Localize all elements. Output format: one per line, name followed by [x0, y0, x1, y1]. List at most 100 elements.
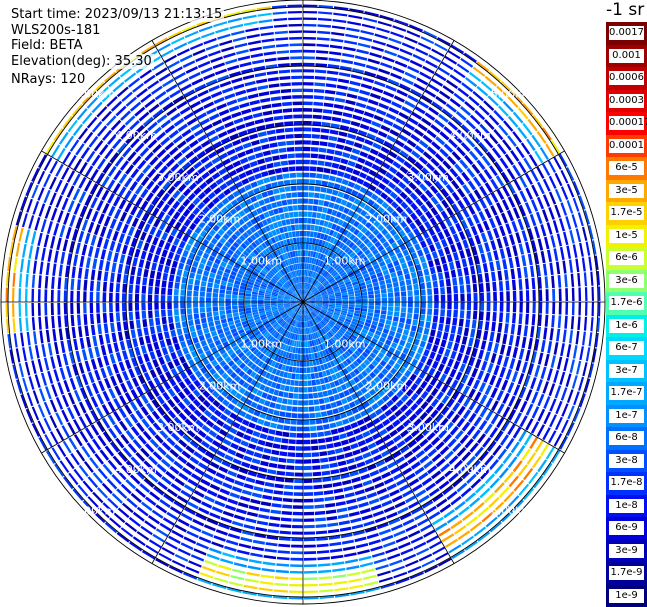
range-gate-cell [260, 460, 269, 467]
range-gate-cell [327, 310, 334, 314]
range-gate-cell [243, 483, 254, 490]
range-gate-cell [322, 304, 329, 306]
range-gate-cell [419, 314, 426, 321]
range-gate-cell [547, 159, 556, 173]
range-gate-cell [263, 386, 271, 393]
range-gate-cell [113, 342, 120, 353]
range-gate-cell [372, 202, 380, 210]
range-gate-cell [552, 220, 559, 234]
range-gate-cell [341, 221, 348, 228]
range-gate-cell [262, 561, 276, 566]
range-gate-cell [107, 401, 116, 412]
range-gate-cell [362, 479, 373, 487]
range-gate-cell [334, 310, 341, 314]
range-gate-cell [269, 374, 275, 381]
range-gate-cell [407, 307, 413, 314]
range-gate-cell [316, 274, 321, 280]
range-gate-cell [92, 335, 98, 347]
range-gate-cell [566, 245, 572, 259]
range-gate-cell [363, 17, 378, 23]
range-gate-cell [489, 261, 495, 272]
range-gate-cell [300, 321, 302, 328]
range-gate-cell [457, 188, 466, 198]
range-gate-cell [540, 443, 550, 457]
range-gate-cell [134, 469, 145, 480]
range-gate-cell [333, 488, 344, 494]
range-gate-cell [449, 368, 457, 378]
range-gate-cell [432, 315, 439, 323]
range-gate-cell [354, 247, 361, 254]
range-gate-cell [315, 345, 319, 352]
range-gate-cell [369, 327, 376, 334]
range-gate-cell [128, 516, 141, 527]
range-gate-cell [399, 150, 409, 159]
range-gate-cell [148, 286, 153, 295]
range-gate-cell [283, 330, 289, 337]
range-gate-cell [163, 381, 171, 391]
range-gate-cell [350, 175, 358, 182]
range-gate-cell [316, 166, 324, 173]
range-gate-cell [320, 233, 325, 240]
range-gate-cell [545, 302, 549, 314]
range-gate-cell [355, 543, 369, 549]
range-gate-cell [356, 250, 364, 257]
range-gate-cell [292, 525, 303, 529]
range-gate-cell [136, 506, 149, 517]
range-gate-cell [328, 307, 335, 311]
range-gate-cell [393, 362, 401, 371]
range-gate-cell [359, 172, 368, 179]
range-gate-cell [52, 329, 57, 342]
range-gate-cell [322, 174, 330, 180]
range-gate-cell [260, 501, 272, 507]
range-gate-cell [94, 247, 100, 259]
range-gate-cell [50, 356, 56, 369]
range-gate-cell [317, 160, 325, 166]
range-gate-cell [364, 249, 371, 256]
range-gate-cell [439, 503, 452, 513]
range-gate-cell [531, 391, 539, 404]
range-gate-cell [259, 433, 268, 440]
range-gate-cell [512, 207, 520, 219]
range-gate-cell [286, 405, 292, 412]
range-gate-cell [556, 328, 561, 342]
range-gate-cell [97, 213, 105, 225]
range-gate-cell [106, 250, 113, 262]
range-gate-cell [136, 422, 145, 433]
range-gate-cell [384, 232, 392, 240]
range-gate-cell [336, 507, 348, 513]
range-gate-cell [414, 466, 425, 476]
range-gate-cell [437, 231, 445, 241]
range-gate-cell [478, 141, 489, 153]
range-gate-cell [503, 471, 515, 483]
range-gate-cell [297, 354, 301, 361]
range-gate-cell [422, 230, 430, 239]
range-gate-cell [328, 229, 335, 236]
range-gate-cell [343, 332, 351, 339]
range-gate-cell [403, 226, 412, 234]
range-gate-cell [260, 574, 275, 579]
range-gate-cell [480, 80, 493, 92]
range-gate-cell [172, 190, 181, 199]
range-gate-cell [273, 375, 279, 382]
range-gate-cell [238, 425, 247, 432]
range-gate-cell [319, 287, 326, 293]
range-gate-cell [321, 307, 328, 310]
range-gate-cell [317, 30, 331, 35]
range-gate-cell [407, 565, 422, 574]
range-gate-cell [119, 254, 126, 264]
range-gate-cell [230, 442, 239, 450]
range-gate-cell [440, 188, 450, 198]
range-gate-cell [334, 97, 346, 103]
range-gate-cell [328, 308, 335, 312]
range-gate-cell [479, 394, 488, 405]
range-gate-cell [342, 304, 349, 307]
range-gate-cell [381, 394, 390, 403]
range-gate-cell [538, 314, 542, 327]
range-gate-cell [174, 315, 180, 323]
range-gate-cell [452, 317, 458, 326]
range-gate-cell [124, 522, 138, 533]
range-gate-cell [67, 154, 77, 168]
range-gate-cell [386, 511, 398, 519]
range-gate-cell [183, 407, 192, 417]
range-gate-cell [303, 374, 308, 380]
